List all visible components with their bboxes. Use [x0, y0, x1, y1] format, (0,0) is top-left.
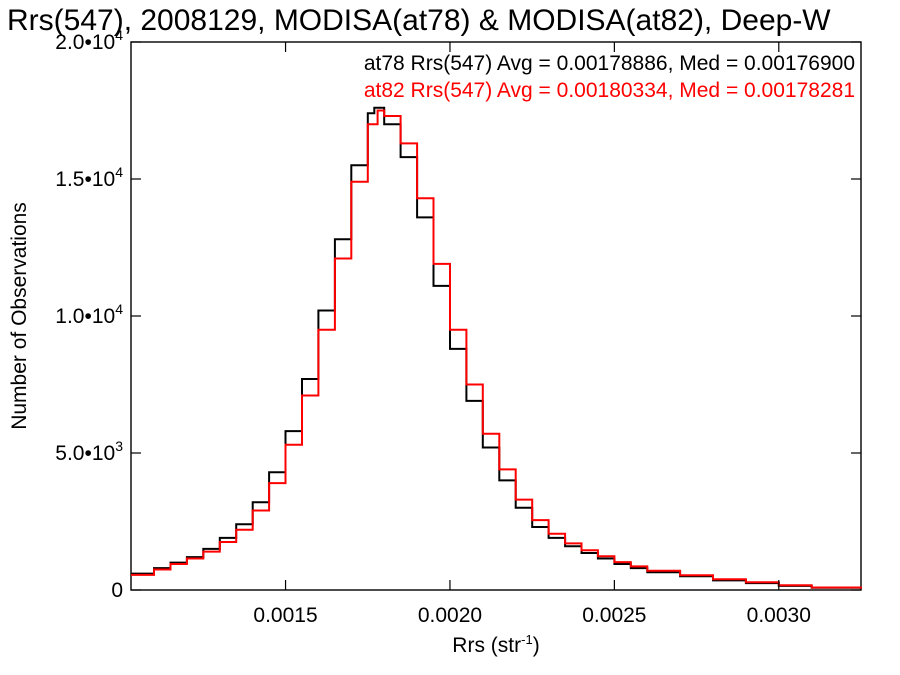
x-tick-label-3: 0.0030: [747, 604, 811, 627]
x-tick-label-1: 0.0020: [418, 604, 482, 627]
ticks-layer: 0.0015 0.0020 0.0025 0.0030 0 5.0•103 1.0•104 1…: [55, 27, 861, 627]
series-line-0: [131, 106, 862, 589]
y-tick-label-0: 0: [111, 579, 123, 602]
x-axis-label-close: ): [533, 634, 540, 657]
y-axis-label: Number of Observations: [8, 202, 31, 430]
y-tick-label-3: 1.5•104: [55, 164, 123, 191]
x-axis-label: Rrs (str-1): [452, 632, 539, 657]
x-tick-label-0: 0.0015: [253, 604, 317, 627]
x-axis-label-superscript: -1: [521, 632, 533, 647]
legend-entry-at78: at78 Rrs(547) Avg = 0.00178886, Med = 0.…: [364, 52, 855, 75]
x-axis-label-text: Rrs (str: [452, 634, 521, 657]
series-line-1: [131, 109, 862, 589]
y-tick-label-2: 1.0•104: [55, 301, 123, 328]
plot-frame: [130, 41, 862, 591]
chart-title: Rrs(547), 2008129, MODISA(at78) & MODISA…: [7, 4, 831, 37]
y-tick-label-1: 5.0•103: [55, 438, 123, 465]
y-tick-label-4: 2.0•104: [55, 27, 123, 54]
legend-entry-at82: at82 Rrs(547) Avg = 0.00180334, Med = 0.…: [364, 79, 855, 102]
series-layer: [131, 106, 862, 589]
x-tick-label-2: 0.0025: [582, 604, 646, 627]
